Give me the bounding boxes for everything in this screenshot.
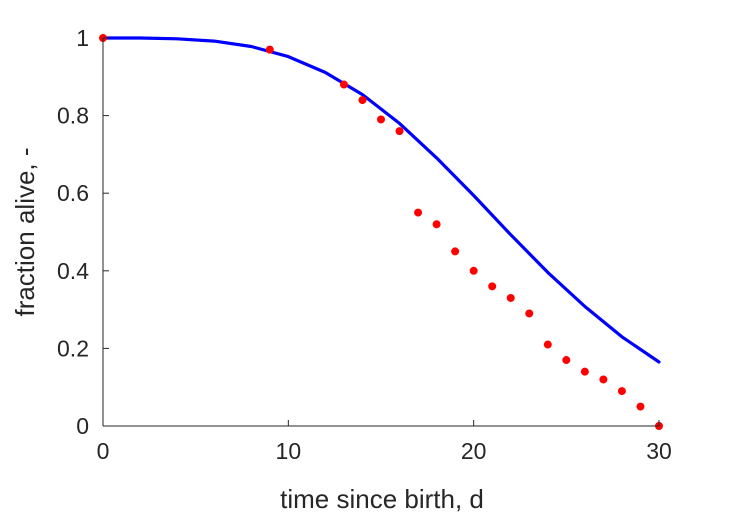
data-point	[395, 127, 404, 136]
plot-background	[103, 38, 659, 426]
axes-layer: 0 10 20 30 0 0.2 0.4 0.6 0.8 1	[57, 25, 672, 464]
data-point	[599, 375, 608, 384]
data-point	[617, 387, 626, 396]
data-point	[339, 80, 348, 89]
y-axis-label: fraction alive, -	[10, 147, 40, 316]
data-point	[414, 208, 423, 217]
y-tick-label: 0.2	[57, 335, 89, 361]
data-point	[562, 356, 571, 365]
x-tick-label: 20	[461, 438, 487, 464]
plot-area	[103, 38, 659, 426]
data-point	[543, 340, 552, 349]
y-tick-label: 0.4	[57, 258, 89, 284]
model-curve-line	[101, 36, 661, 364]
data-point	[377, 115, 385, 124]
y-tick-label: 1	[76, 25, 89, 51]
x-tick-label: 10	[276, 438, 302, 464]
data-point	[488, 282, 497, 291]
data-point	[525, 309, 534, 318]
data-point	[358, 96, 367, 105]
x-axis-label: time since birth, d	[280, 484, 484, 514]
data-point	[506, 293, 515, 302]
data-point	[580, 367, 589, 376]
x-tick-label: 0	[97, 438, 110, 464]
y-tick-label: 0.6	[57, 180, 89, 206]
data-point	[469, 266, 478, 275]
data-point	[265, 45, 274, 54]
data-point	[451, 247, 460, 256]
data-layer	[99, 34, 663, 430]
data-point	[636, 402, 645, 411]
data-point	[432, 220, 441, 229]
y-tick-label: 0.8	[57, 103, 89, 129]
x-tick-label: 30	[646, 438, 672, 464]
y-tick-label: 0	[76, 413, 89, 439]
